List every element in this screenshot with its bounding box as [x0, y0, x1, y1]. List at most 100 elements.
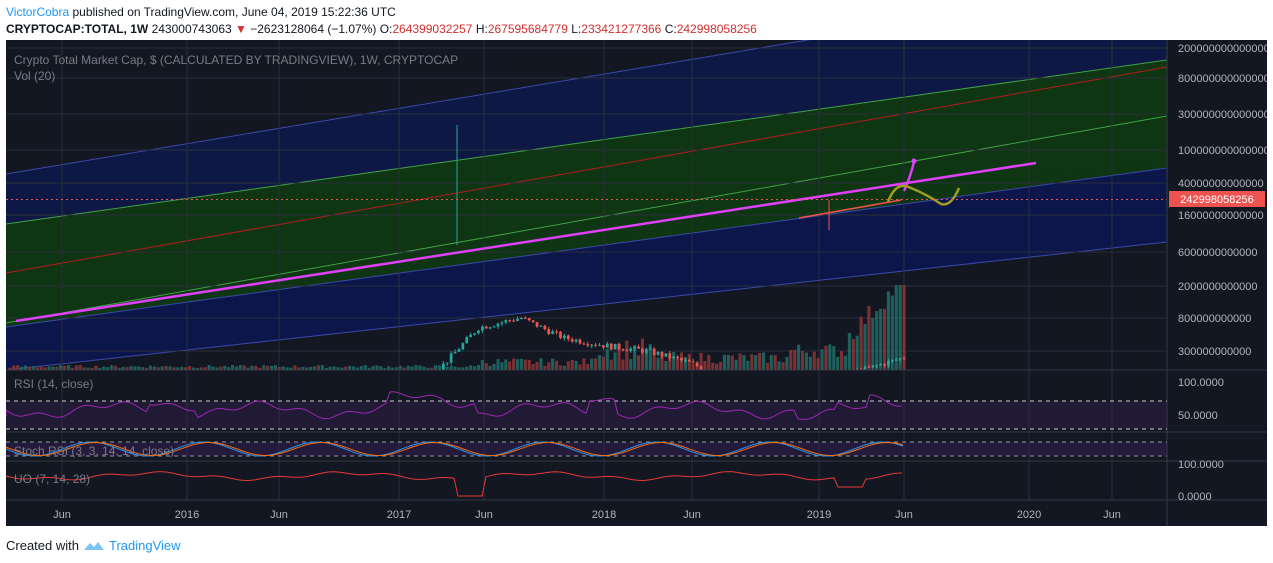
volume-bar	[223, 365, 227, 370]
candle-body	[523, 317, 527, 319]
volume-bar	[351, 366, 356, 370]
volume-bar	[375, 365, 379, 370]
volume-bar	[672, 352, 676, 370]
volume-bar	[320, 365, 324, 370]
volume-bar	[309, 367, 313, 370]
candle-body	[586, 344, 590, 346]
volume-bar	[625, 340, 629, 370]
footer: Created with TradingView	[6, 538, 181, 553]
resistance-line[interactable]	[798, 199, 902, 219]
volume-bar	[644, 351, 648, 370]
high-value: 267595684779	[487, 22, 568, 36]
volume-bar	[574, 360, 578, 370]
volume-bar	[699, 352, 703, 370]
price-axis[interactable]	[1167, 40, 1267, 526]
volume-bar	[180, 366, 184, 370]
volume-bar	[191, 367, 196, 370]
volume-bar	[824, 345, 828, 370]
upper-green-band	[6, 60, 1167, 323]
candle-body	[457, 349, 461, 352]
price-axis-label: 300000000000	[1178, 346, 1251, 358]
candle-body	[582, 343, 586, 345]
volume-bar	[121, 367, 125, 370]
volume-bar	[711, 362, 715, 370]
volume-bar	[785, 357, 789, 370]
volume-bar	[269, 365, 274, 370]
uo-axis-100: 100.0000	[1178, 459, 1224, 471]
rsi-legend: RSI (14, close)	[14, 377, 93, 391]
candle-body	[441, 363, 445, 370]
candle-body	[687, 360, 691, 362]
candle-body	[449, 353, 453, 363]
volume-bar	[539, 358, 543, 370]
candle-body	[504, 320, 508, 323]
candle-body	[555, 331, 558, 333]
volume-bar	[51, 366, 55, 370]
volume-bar	[160, 366, 164, 370]
volume-bar	[43, 367, 47, 370]
candle-body	[594, 344, 597, 346]
volume-bar	[492, 363, 496, 370]
candle-body	[875, 365, 879, 367]
volume-bar	[230, 365, 235, 370]
volume-bar	[855, 335, 859, 370]
volume-bar	[566, 361, 570, 370]
volume-bar	[254, 365, 258, 370]
grid-horizontal	[6, 47, 1167, 352]
candle-body	[902, 358, 906, 360]
volume-bar	[707, 354, 711, 370]
volume-bar	[597, 355, 602, 370]
time-axis-label: Jun	[895, 509, 913, 521]
volume-bar	[613, 352, 617, 370]
volume-bar	[761, 352, 766, 370]
author-link[interactable]: VictorCobra	[6, 5, 70, 19]
candle-body	[863, 366, 867, 370]
volume-bar	[562, 365, 566, 370]
candle-body	[887, 360, 890, 366]
chart-area[interactable]: Crypto Total Market Cap, $ (CALCULATED B…	[6, 40, 1267, 526]
volume-bar	[418, 365, 422, 370]
support-trendline[interactable]	[15, 161, 1037, 323]
breakout-arrow[interactable]	[902, 161, 916, 192]
volume-bar	[219, 366, 223, 370]
candle-body	[496, 323, 500, 327]
volume-bar	[859, 316, 863, 370]
low-value: 233421277366	[581, 22, 662, 36]
low-label: L:	[571, 22, 582, 36]
volume-bar	[836, 356, 840, 370]
volume-bar	[500, 362, 504, 370]
tradingview-brand-link[interactable]: TradingView	[108, 538, 181, 553]
chart-svg[interactable]: Crypto Total Market Cap, $ (CALCULATED B…	[6, 40, 1267, 526]
volume-bar	[387, 366, 391, 370]
time-axis-label: Jun	[1103, 509, 1121, 521]
volume-bar	[379, 366, 383, 370]
projection-curve[interactable]	[886, 184, 961, 206]
volume-bar	[422, 366, 426, 370]
volume-bar	[305, 367, 309, 370]
volume-bar	[594, 358, 598, 370]
volume-bar	[617, 344, 621, 370]
regression-channel	[6, 40, 1167, 370]
volume-bar	[86, 367, 90, 370]
volume-bar	[98, 367, 102, 370]
candle-body	[637, 346, 640, 349]
volume-bar	[449, 365, 453, 370]
channel-blue-lower-1	[6, 167, 1167, 328]
time-axis-label: 2016	[175, 509, 199, 521]
candle-body	[566, 335, 570, 340]
volume-bar	[402, 367, 406, 370]
volume-bar	[391, 367, 395, 370]
time-axis-labels: Jun 2016 Jun 2017 Jun 2018 Jun 2019 Jun 2020 Jun	[53, 509, 1121, 521]
volume-bar	[258, 367, 262, 370]
price-axis-label: 300000000000000	[1178, 109, 1267, 121]
volume-bar	[238, 365, 242, 370]
volume-bar	[547, 362, 551, 370]
volume-bar	[754, 355, 758, 370]
volume-bar	[902, 285, 906, 370]
volume-bar	[66, 365, 71, 370]
time-axis-label: Jun	[53, 509, 71, 521]
volume-bar	[750, 354, 754, 370]
volume-bar	[586, 364, 590, 370]
candle-body	[469, 334, 473, 338]
arrow-head-icon	[911, 158, 917, 164]
